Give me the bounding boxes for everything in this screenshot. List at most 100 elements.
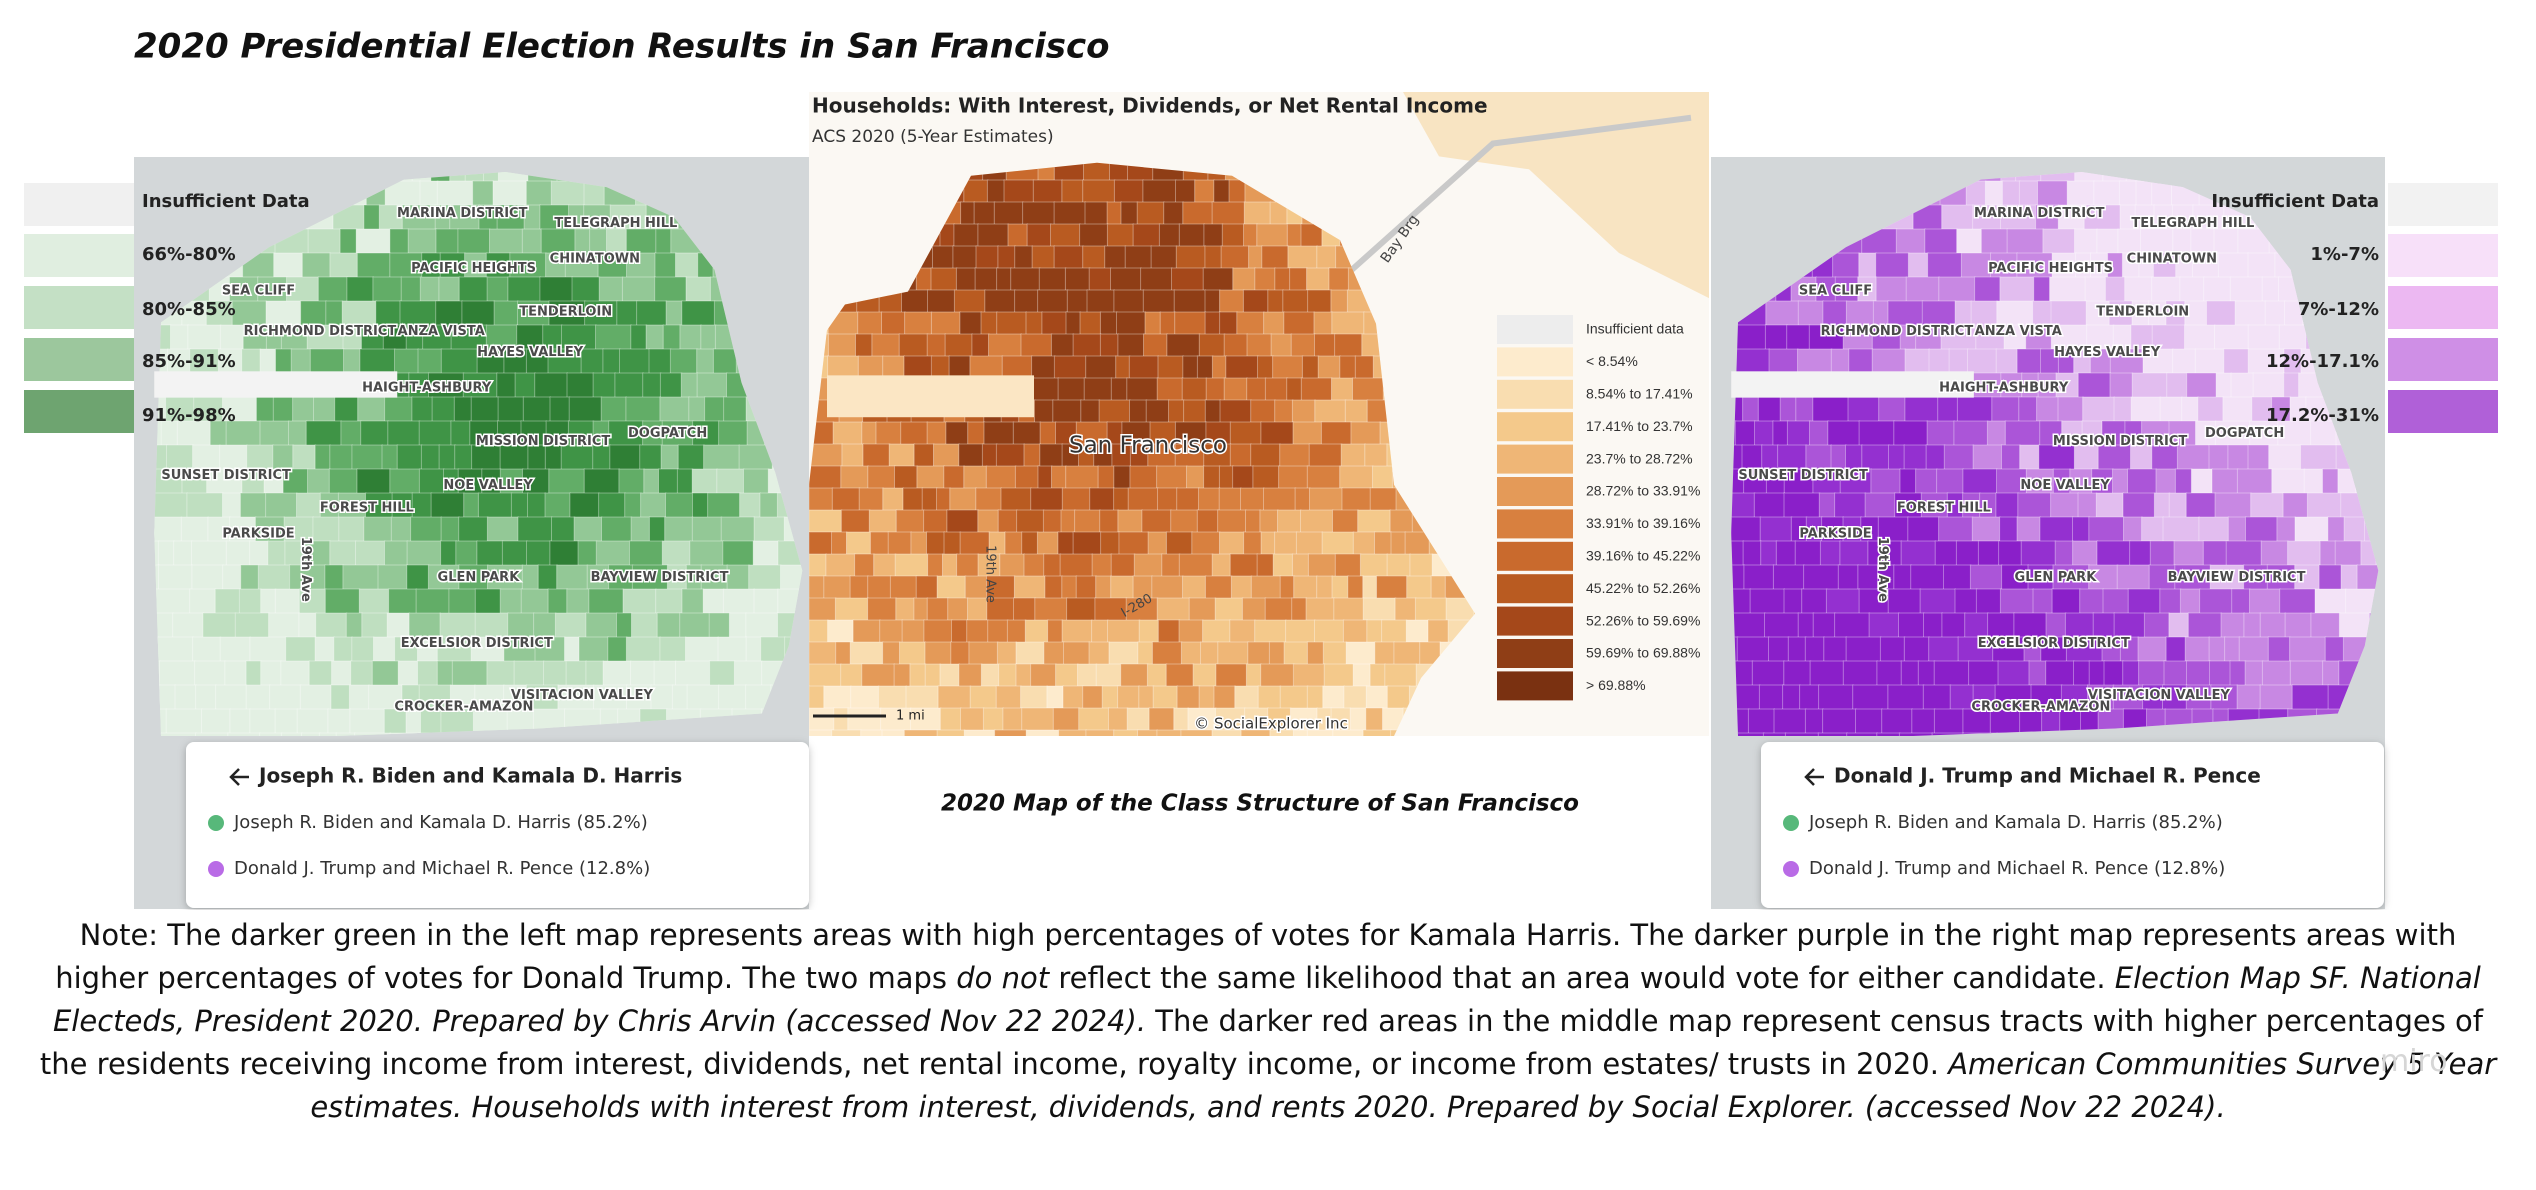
tract: [1025, 311, 1043, 335]
tract: [1804, 708, 1824, 734]
tract: [255, 396, 275, 422]
tract: [665, 492, 694, 518]
tract: [1194, 179, 1215, 203]
tract: [517, 516, 553, 542]
tract: [2129, 540, 2152, 566]
tract: [564, 252, 599, 278]
tract: [314, 444, 331, 470]
tract: [840, 663, 863, 687]
tract: [418, 684, 452, 710]
tract: [1855, 708, 1883, 734]
tract: [1954, 300, 1973, 326]
tract: [1001, 355, 1033, 379]
tract: [2122, 660, 2140, 686]
tract: [269, 684, 302, 710]
tract: [930, 355, 951, 379]
tract: [239, 492, 267, 518]
tract: [450, 420, 471, 446]
tract: [937, 685, 972, 709]
tract: [1797, 348, 1833, 374]
tract: [963, 729, 996, 737]
tract: [2278, 324, 2307, 350]
tract: [1161, 553, 1181, 577]
tract: [1818, 684, 1854, 710]
neighborhood-label: 19th Ave: [298, 537, 313, 602]
tract: [2113, 396, 2133, 422]
tract: [2083, 204, 2121, 230]
tract: [585, 660, 605, 686]
tract: [981, 443, 998, 467]
tract: [1052, 707, 1080, 731]
tract: [2185, 684, 2212, 710]
tract: [1182, 201, 1214, 225]
tract: [1753, 492, 1786, 518]
map-label: 1 mi: [896, 709, 925, 724]
tract: [1954, 588, 1978, 614]
tract: [418, 420, 452, 446]
tract: [916, 465, 945, 489]
tract: [272, 396, 294, 422]
tract: [249, 636, 287, 662]
tract: [1911, 708, 1936, 734]
tract: [1817, 732, 1848, 736]
tract: [1289, 267, 1308, 291]
tract: [1797, 300, 1824, 326]
tract: [1066, 289, 1089, 313]
tract: [2037, 180, 2069, 206]
tract: [1038, 267, 1067, 291]
tract: [1832, 252, 1860, 278]
tract: [1999, 516, 2018, 542]
tract: [1274, 531, 1298, 555]
tract: [215, 684, 248, 710]
tract: [1180, 641, 1202, 665]
tract: [1152, 685, 1179, 709]
tract: [984, 289, 1016, 313]
tract: [665, 300, 683, 326]
tract: [743, 468, 770, 494]
tract: [1287, 245, 1318, 269]
tract: [551, 516, 576, 542]
tract: [1314, 333, 1336, 357]
tract: [1034, 399, 1054, 423]
tract: [2247, 324, 2281, 350]
tract: [1818, 492, 1836, 518]
tract: [560, 444, 594, 470]
tract: [809, 487, 834, 511]
tract: [2127, 588, 2161, 614]
popup: [186, 742, 809, 908]
tract: [272, 444, 294, 470]
tract: [1322, 641, 1348, 665]
tract: [1000, 487, 1032, 511]
tract: [609, 444, 641, 470]
neighborhood-label: GLEN PARK: [438, 570, 521, 585]
tract: [1772, 564, 1805, 590]
tract: [2050, 492, 2080, 518]
tract: [1229, 553, 1259, 577]
tract: [2338, 612, 2371, 638]
tract: [1359, 553, 1389, 577]
tract: [689, 540, 724, 566]
tract: [227, 732, 261, 736]
tract: [1198, 333, 1226, 357]
tract: [1858, 420, 1895, 446]
tract: [2303, 468, 2324, 494]
tract: [1217, 509, 1247, 533]
tract: [241, 348, 262, 374]
tract: [1127, 487, 1159, 511]
tract: [342, 564, 379, 590]
tract: [636, 300, 668, 326]
tract: [2194, 348, 2225, 374]
tract: [2140, 228, 2174, 254]
tract: [893, 663, 911, 687]
tract: [1064, 267, 1091, 291]
tract: [1057, 531, 1075, 555]
tract: [301, 252, 331, 278]
tract: [2135, 180, 2153, 206]
tract: [926, 421, 947, 445]
tract: [716, 468, 745, 494]
tract: [2104, 276, 2126, 302]
tract: [234, 612, 270, 638]
tract: [1279, 443, 1311, 467]
tract: [462, 372, 498, 398]
tract: [1872, 300, 1889, 326]
